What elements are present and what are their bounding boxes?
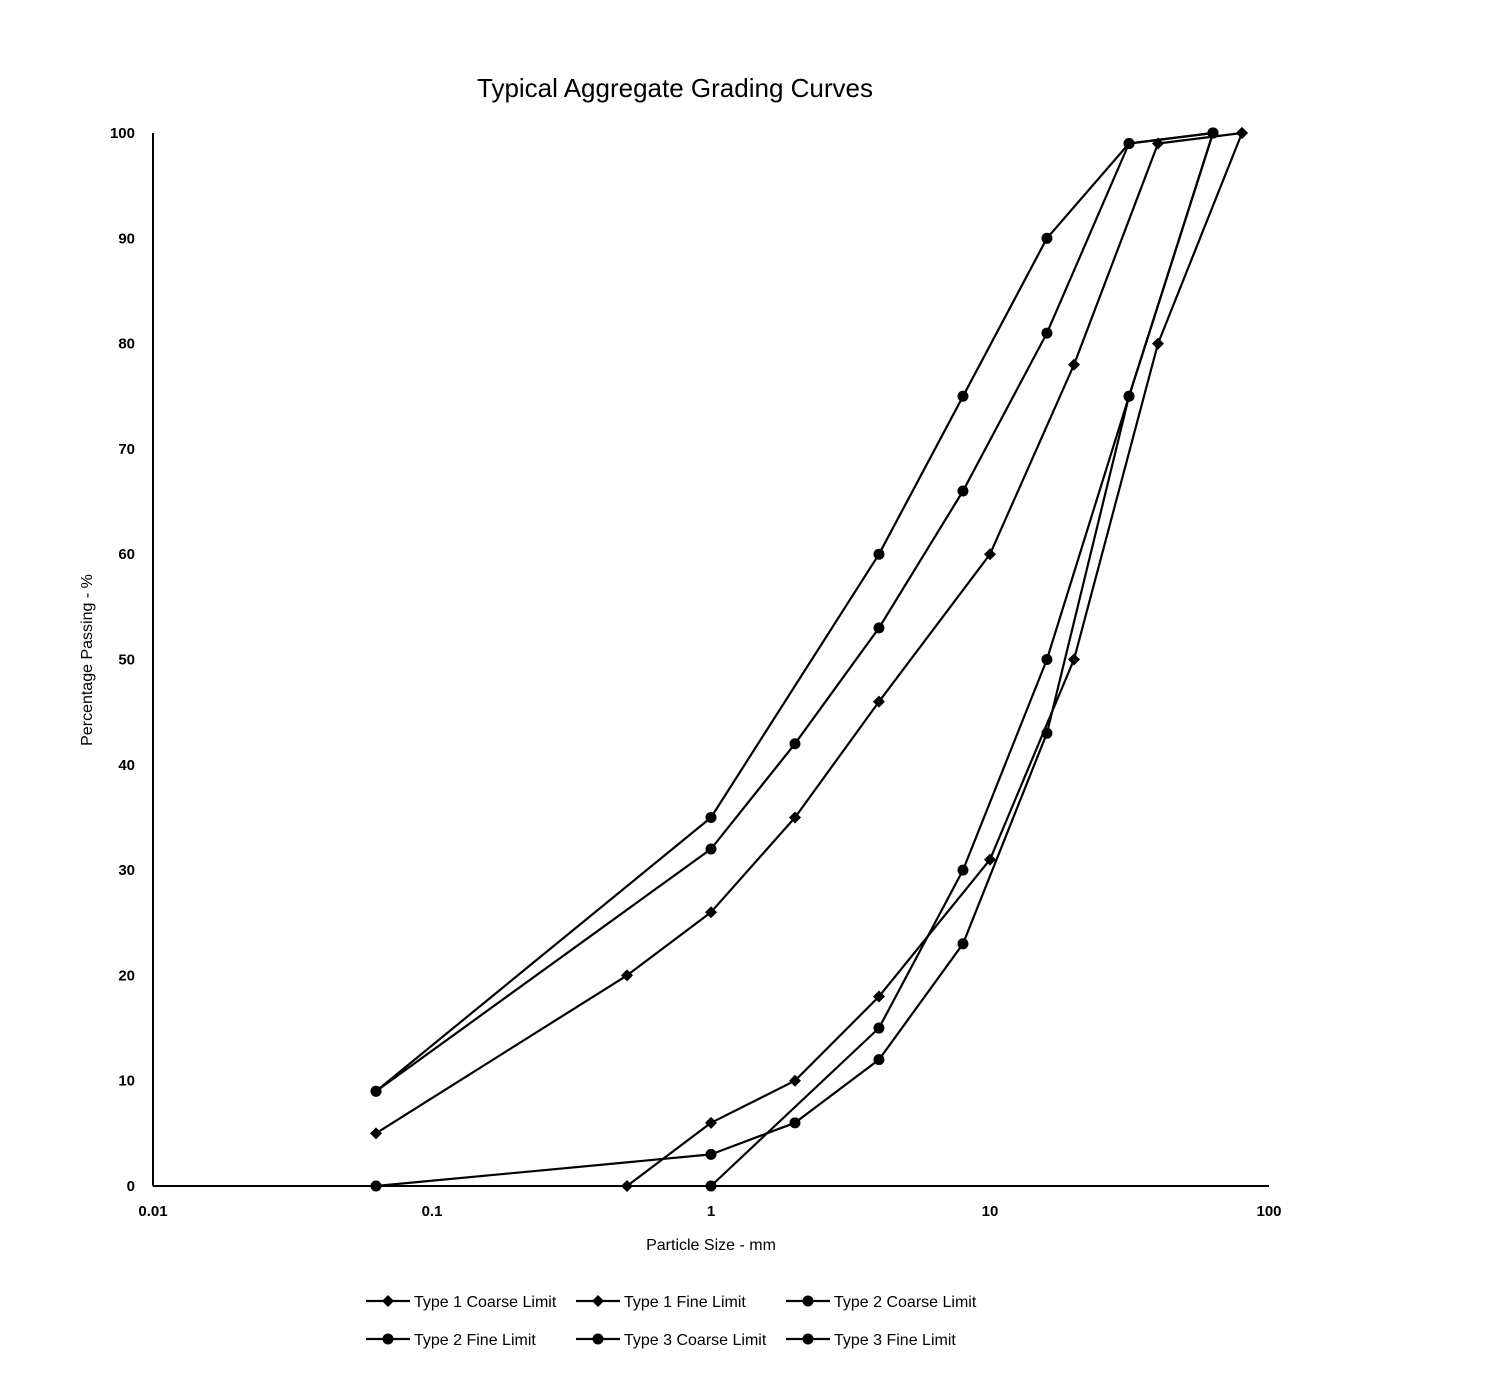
y-tick-label: 100 (110, 125, 135, 142)
legend-item: Type 2 Fine Limit (366, 1332, 536, 1349)
data-point-marker (789, 738, 800, 749)
series-line (376, 133, 1242, 1133)
y-tick-label: 0 (127, 1178, 135, 1195)
x-tick-label: 0.01 (138, 1203, 167, 1220)
data-point-marker (873, 1023, 884, 1034)
series-line (627, 133, 1242, 1186)
data-point-marker (957, 391, 968, 402)
data-point-marker (1208, 128, 1219, 139)
series-type-3-coarse-limit (706, 128, 1219, 1192)
series-type-3-fine-limit (371, 128, 1219, 1097)
data-point-marker (1041, 654, 1052, 665)
data-point-marker (706, 1181, 717, 1192)
legend-label: Type 1 Fine Limit (624, 1294, 746, 1311)
legend-item: Type 3 Fine Limit (786, 1332, 956, 1349)
legend-item: Type 1 Fine Limit (576, 1294, 746, 1311)
legend-label: Type 3 Fine Limit (834, 1332, 956, 1349)
data-point-marker (1236, 127, 1248, 139)
series-type-2-coarse-limit (371, 128, 1219, 1192)
y-axis-label: Percentage Passing - % (79, 574, 96, 746)
data-point-marker (789, 1117, 800, 1128)
legend-label: Type 2 Fine Limit (414, 1332, 536, 1349)
data-point-marker (1124, 138, 1135, 149)
data-point-marker (873, 549, 884, 560)
legend-item: Type 2 Coarse Limit (786, 1294, 977, 1311)
y-axis-ticks: 0 10 20 30 40 50 60 70 80 90 100 (110, 125, 135, 1195)
grading-curves-chart: Typical Aggregate Grading Curves 0 10 20 30… (0, 0, 1487, 1372)
x-axis-ticks: 0.01 0.1 1 10 100 (138, 1203, 1281, 1220)
data-point-marker (803, 1296, 814, 1307)
data-point-marker (706, 1149, 717, 1160)
series-type-1-coarse-limit (621, 127, 1248, 1192)
series-line (376, 133, 1213, 1186)
data-point-marker (593, 1334, 604, 1345)
x-tick-label: 1 (707, 1203, 715, 1220)
legend-label: Type 3 Coarse Limit (624, 1332, 767, 1349)
y-tick-label: 80 (118, 336, 135, 353)
x-axis-label: Particle Size - mm (646, 1237, 776, 1254)
legend-item: Type 1 Coarse Limit (366, 1294, 557, 1311)
data-point-marker (706, 812, 717, 823)
legend-label: Type 1 Coarse Limit (414, 1294, 557, 1311)
data-point-marker (1124, 391, 1135, 402)
y-tick-label: 60 (118, 546, 135, 563)
y-tick-label: 90 (118, 230, 135, 247)
chart-title: Typical Aggregate Grading Curves (477, 73, 873, 103)
data-point-marker (1068, 654, 1080, 666)
y-tick-label: 40 (118, 757, 135, 774)
y-tick-label: 70 (118, 441, 135, 458)
data-point-marker (383, 1334, 394, 1345)
data-point-marker (382, 1295, 394, 1307)
x-tick-label: 0.1 (422, 1203, 443, 1220)
data-point-marker (873, 1054, 884, 1065)
chart-legend: Type 1 Coarse Limit Type 1 Fine Limit Type… (366, 1294, 977, 1349)
y-tick-label: 50 (118, 652, 135, 669)
data-point-marker (371, 1086, 382, 1097)
data-point-marker (706, 844, 717, 855)
data-point-marker (1068, 359, 1080, 371)
plot-area (370, 127, 1248, 1192)
x-tick-label: 100 (1256, 1203, 1281, 1220)
data-point-marker (1041, 233, 1052, 244)
data-point-marker (957, 865, 968, 876)
series-type-2-fine-limit (371, 128, 1219, 1097)
data-point-marker (957, 486, 968, 497)
data-point-marker (1152, 338, 1164, 350)
data-point-marker (1041, 728, 1052, 739)
data-point-marker (803, 1334, 814, 1345)
legend-item: Type 3 Coarse Limit (576, 1332, 767, 1349)
y-tick-label: 30 (118, 862, 135, 879)
data-point-marker (370, 1127, 382, 1139)
data-point-marker (592, 1295, 604, 1307)
series-line (711, 133, 1213, 1186)
legend-label: Type 2 Coarse Limit (834, 1294, 977, 1311)
y-tick-label: 20 (118, 967, 135, 984)
data-point-marker (957, 938, 968, 949)
data-point-marker (371, 1181, 382, 1192)
chart-container: Typical Aggregate Grading Curves 0 10 20 30… (0, 0, 1487, 1372)
x-tick-label: 10 (982, 1203, 999, 1220)
y-tick-label: 10 (118, 1073, 135, 1090)
data-point-marker (1041, 328, 1052, 339)
data-point-marker (873, 622, 884, 633)
